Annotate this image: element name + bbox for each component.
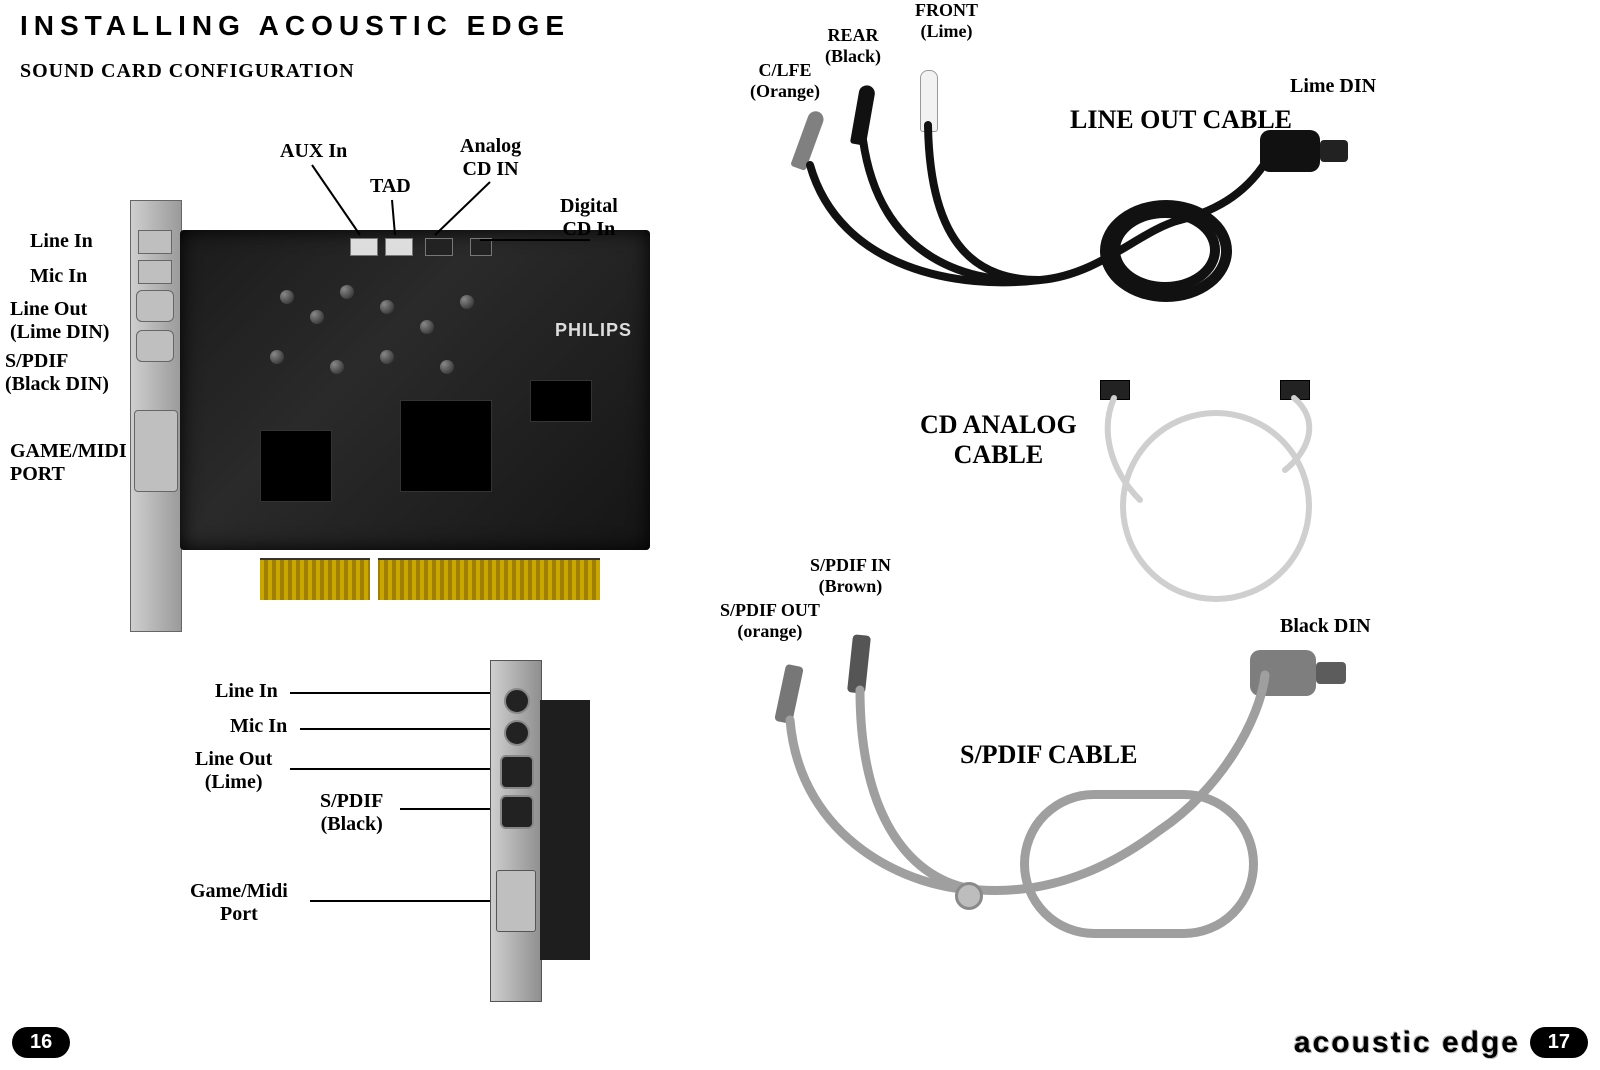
page-title: INSTALLING ACOUSTIC EDGE bbox=[20, 10, 570, 42]
side-port-game-midi bbox=[496, 870, 536, 932]
header-analog-cd bbox=[425, 238, 453, 256]
leader-line bbox=[310, 900, 490, 902]
port-line-in bbox=[138, 230, 172, 254]
capacitor-icon bbox=[340, 285, 354, 299]
side-port-line-in bbox=[504, 688, 530, 714]
plug-clfe bbox=[790, 109, 826, 171]
header-tad bbox=[385, 238, 413, 256]
label-mic-in: Mic In bbox=[30, 265, 87, 288]
label-analog-cd-in: Analog CD IN bbox=[460, 135, 521, 181]
header-aux-in bbox=[350, 238, 378, 256]
label-tad: TAD bbox=[370, 175, 411, 198]
leader-line bbox=[290, 692, 490, 694]
capacitor-icon bbox=[330, 360, 344, 374]
leader-line bbox=[400, 808, 490, 810]
capacitor-icon bbox=[420, 320, 434, 334]
port-spdif-din bbox=[136, 330, 174, 362]
section-subtitle: SOUND CARD CONFIGURATION bbox=[20, 60, 355, 83]
capacitor-icon bbox=[380, 300, 394, 314]
port-mic-in bbox=[138, 260, 172, 284]
sound-card-sideview bbox=[490, 660, 590, 1000]
spdif-plug-label-in: S/PDIF IN (Brown) bbox=[810, 555, 891, 596]
capacitor-icon bbox=[380, 350, 394, 364]
lineout-cable-drawing bbox=[780, 70, 1340, 330]
cd-analog-cable-drawing bbox=[1090, 390, 1340, 610]
side-port-mic-in bbox=[504, 720, 530, 746]
capacitor-icon bbox=[460, 295, 474, 309]
lineout-plug-label-rear: REAR (Black) bbox=[825, 25, 881, 66]
manual-spread: INSTALLING ACOUSTIC EDGE SOUND CARD CONF… bbox=[0, 0, 1600, 1070]
chip-icon bbox=[530, 380, 592, 422]
capacitor-icon bbox=[270, 350, 284, 364]
side-port-spdif bbox=[500, 795, 534, 829]
side-label-spdif: S/PDIF (Black) bbox=[320, 790, 383, 836]
side-port-line-out bbox=[500, 755, 534, 789]
cdanalog-title: CD ANALOG CABLE bbox=[920, 410, 1077, 470]
capacitor-icon bbox=[280, 290, 294, 304]
header-digital-cd bbox=[470, 238, 492, 256]
cd-connector bbox=[1280, 380, 1310, 400]
plug-rear bbox=[850, 84, 876, 146]
plug-black-din bbox=[1250, 650, 1316, 696]
spdif-din-label: Black DIN bbox=[1280, 615, 1371, 638]
chip-icon bbox=[400, 400, 492, 492]
plug-lime-din bbox=[1260, 130, 1320, 172]
side-label-line-out: Line Out (Lime) bbox=[195, 748, 272, 794]
side-label-mic-in: Mic In bbox=[230, 715, 287, 738]
side-label-game-midi: Game/Midi Port bbox=[190, 880, 288, 926]
spdif-cable-drawing bbox=[760, 640, 1340, 940]
label-digital-cd-in: Digital CD In bbox=[560, 195, 618, 241]
label-spdif: S/PDIF (Black DIN) bbox=[5, 350, 109, 396]
plug-front bbox=[920, 70, 938, 132]
chip-icon bbox=[260, 430, 332, 502]
sound-card-diagram: PHILIPS bbox=[130, 210, 670, 600]
rca-spdif-in bbox=[847, 634, 871, 694]
cd-connector bbox=[1100, 380, 1130, 400]
capacitor-icon bbox=[440, 360, 454, 374]
page-number-right: 17 bbox=[1530, 1027, 1588, 1058]
label-line-out: Line Out (Lime DIN) bbox=[10, 298, 109, 344]
label-game-midi: GAME/MIDI PORT bbox=[10, 440, 127, 486]
page-number-left: 16 bbox=[12, 1027, 70, 1058]
capacitor-icon bbox=[310, 310, 324, 324]
leader-line bbox=[290, 768, 490, 770]
cable-coil bbox=[1020, 790, 1258, 938]
cable-coil bbox=[1110, 208, 1220, 292]
label-aux-in: AUX In bbox=[280, 140, 347, 163]
cable-ring bbox=[1120, 410, 1312, 602]
side-pcb bbox=[540, 700, 590, 960]
port-game-midi bbox=[134, 410, 178, 492]
board-brand: PHILIPS bbox=[555, 320, 632, 341]
card-pcb: PHILIPS bbox=[180, 230, 650, 550]
leader-line bbox=[300, 728, 490, 730]
pci-edge bbox=[260, 558, 600, 600]
lineout-plug-label-front: FRONT (Lime) bbox=[915, 0, 978, 41]
spdif-plug-label-out: S/PDIF OUT (orange) bbox=[720, 600, 820, 641]
brand-wordmark: acoustic edge bbox=[1294, 1026, 1520, 1060]
side-label-line-in: Line In bbox=[215, 680, 278, 703]
label-line-in: Line In bbox=[30, 230, 93, 253]
rca-spdif-out bbox=[774, 664, 804, 724]
ferrite-icon bbox=[955, 882, 983, 910]
port-line-out-din bbox=[136, 290, 174, 322]
